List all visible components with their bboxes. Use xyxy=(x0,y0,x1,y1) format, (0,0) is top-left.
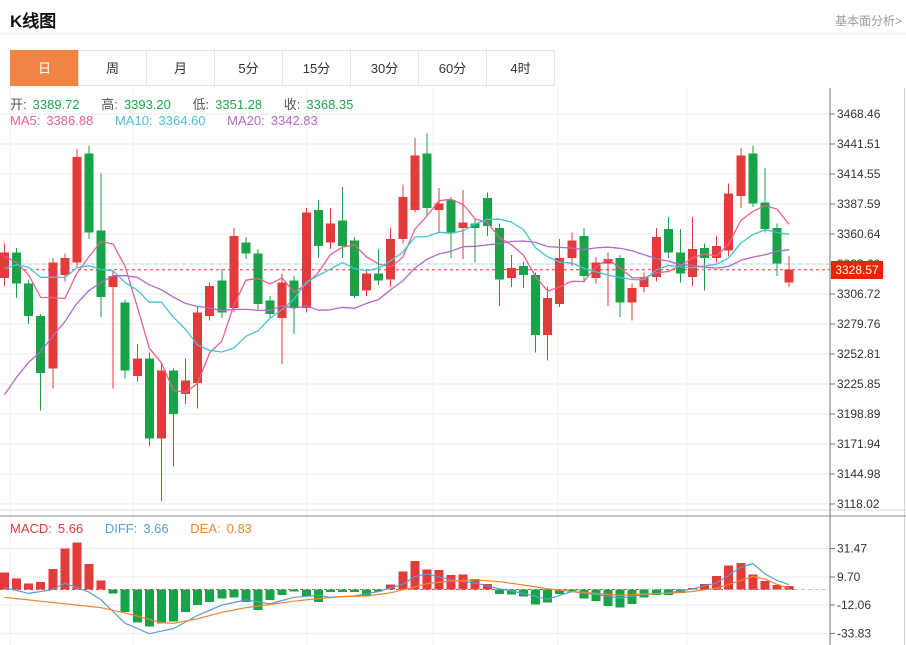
diff-label: DIFF: xyxy=(104,521,138,536)
high-value: 3393.20 xyxy=(123,97,171,112)
tab-5min[interactable]: 5分 xyxy=(214,50,283,86)
current-price-tag: 3328.57 xyxy=(831,261,883,279)
tab-60min[interactable]: 60分 xyxy=(418,50,487,86)
close-label: 收: xyxy=(283,97,301,112)
svg-text:3468.46: 3468.46 xyxy=(837,107,881,121)
low-label: 低: xyxy=(192,97,210,112)
low-value: 3351.28 xyxy=(215,97,263,112)
ma20-label: MA20: xyxy=(227,113,265,128)
ohlc-readout: 开: 3389.72 高: 3393.20 低: 3351.28 收: 3368.35 xyxy=(10,94,359,113)
svg-text:31.47: 31.47 xyxy=(837,542,867,556)
svg-text:-33.83: -33.83 xyxy=(837,626,871,640)
svg-text:3171.94: 3171.94 xyxy=(837,437,881,451)
svg-text:3306.72: 3306.72 xyxy=(837,287,881,301)
svg-text:3252.81: 3252.81 xyxy=(837,347,881,361)
widget-right-border xyxy=(904,88,905,645)
high-label: 高: xyxy=(101,97,118,112)
macd-value: 5.66 xyxy=(57,521,84,536)
svg-text:3225.85: 3225.85 xyxy=(837,377,881,391)
tab-week[interactable]: 周 xyxy=(78,50,147,86)
ma5-value: 3386.88 xyxy=(46,113,94,128)
ma20-value: 3342.83 xyxy=(270,113,318,128)
dea-label: DEA: xyxy=(190,521,221,536)
tab-15min[interactable]: 15分 xyxy=(282,50,351,86)
svg-text:3144.98: 3144.98 xyxy=(837,467,881,481)
macd-label: MACD: xyxy=(10,521,52,536)
svg-text:3360.64: 3360.64 xyxy=(837,227,881,241)
tab-day[interactable]: 日 xyxy=(10,50,79,86)
svg-text:3414.55: 3414.55 xyxy=(837,167,881,181)
page-title: K线图 xyxy=(10,12,57,31)
interval-tabbar: 日 周 月 5分 15分 30分 60分 4时 xyxy=(10,50,555,86)
ma10-value: 3364.60 xyxy=(158,113,206,128)
svg-text:3198.89: 3198.89 xyxy=(837,407,881,421)
open-value: 3389.72 xyxy=(32,97,80,112)
tab-month[interactable]: 月 xyxy=(146,50,215,86)
dea-value: 0.83 xyxy=(226,521,252,536)
tab-30min[interactable]: 30分 xyxy=(350,50,419,86)
svg-text:3387.59: 3387.59 xyxy=(837,197,881,211)
ma5-label: MA5: xyxy=(10,113,41,128)
svg-text:3441.51: 3441.51 xyxy=(837,137,881,151)
fundamental-analysis-link[interactable]: 基本面分析> xyxy=(834,14,902,28)
diff-value: 3.66 xyxy=(143,521,169,536)
svg-text:3118.02: 3118.02 xyxy=(837,497,880,511)
ma-readout: MA5: 3386.88 MA10: 3364.60 MA20: 3342.83 xyxy=(10,113,324,128)
header-divider xyxy=(0,33,906,34)
tab-4hour[interactable]: 4时 xyxy=(486,50,555,86)
macd-readout: MACD: 5.66 DIFF: 3.66 DEA: 0.83 xyxy=(10,521,258,536)
svg-text:-12.06: -12.06 xyxy=(837,598,871,612)
open-label: 开: xyxy=(10,97,27,112)
svg-text:9.70: 9.70 xyxy=(837,570,861,584)
svg-text:3279.76: 3279.76 xyxy=(837,317,881,331)
ma10-label: MA10: xyxy=(114,113,153,128)
close-value: 3368.35 xyxy=(306,97,354,112)
